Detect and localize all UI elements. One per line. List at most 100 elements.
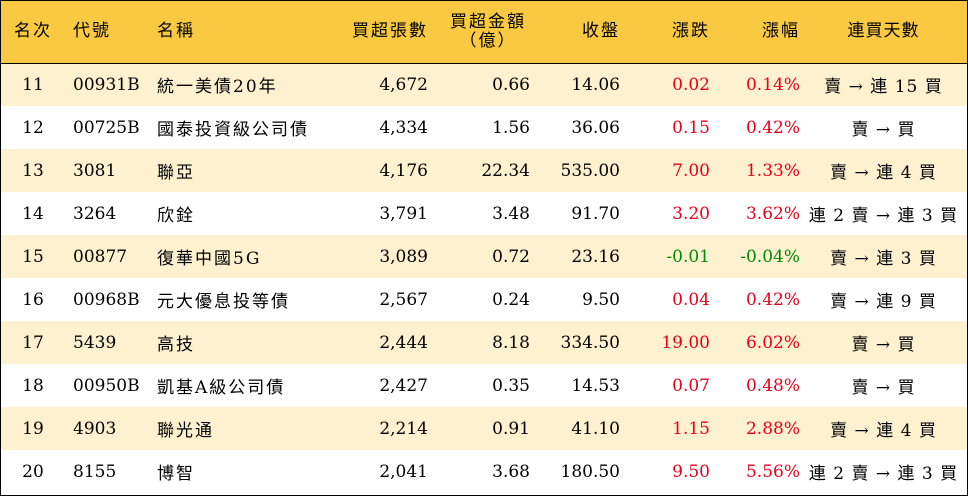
cell-pct-change: -0.04% bbox=[740, 246, 800, 267]
cell-close: 9.50 bbox=[582, 289, 620, 310]
cell-net-buy-lots: 2,444 bbox=[379, 332, 428, 353]
table-row: 19 4903 聯光通 2,214 0.91 41.10 1.15 2.88% 賣 → 連 4 … bbox=[1, 407, 967, 450]
header-net-buy-amount: 買超金額 （億） bbox=[428, 1, 530, 64]
cell-change: 0.02 bbox=[672, 74, 710, 95]
cell-code: 00950B bbox=[73, 375, 140, 396]
cell-name: 元大優息投等債 bbox=[157, 292, 290, 312]
cell-close: 91.70 bbox=[571, 203, 620, 224]
cell-rank: 20 bbox=[22, 461, 44, 482]
cell-consecutive-days: 賣 → 連 3 買 bbox=[830, 249, 937, 269]
cell-change: 0.04 bbox=[672, 289, 710, 310]
cell-net-buy-lots: 2,567 bbox=[379, 289, 428, 310]
cell-name: 高技 bbox=[157, 335, 195, 355]
table-header-row: 名次 代號 名稱 買超張數 買超金額 （億） 收盤 漲跌 漲幅 連買天數 bbox=[1, 1, 967, 64]
cell-net-buy-lots: 2,041 bbox=[379, 461, 428, 482]
cell-change: 3.20 bbox=[672, 203, 710, 224]
cell-rank: 18 bbox=[22, 375, 44, 396]
cell-name: 欣銓 bbox=[157, 206, 195, 226]
cell-consecutive-days: 賣 → 買 bbox=[851, 120, 916, 140]
table-row: 14 3264 欣銓 3,791 3.48 91.70 3.20 3.62% 連 2 賣 → 連… bbox=[1, 192, 967, 235]
cell-consecutive-days: 連 2 賣 → 連 3 買 bbox=[808, 206, 959, 226]
cell-change: 0.07 bbox=[672, 375, 710, 396]
header-name: 名稱 bbox=[153, 1, 332, 64]
cell-pct-change: 1.33% bbox=[745, 160, 800, 181]
cell-consecutive-days: 賣 → 買 bbox=[851, 378, 916, 398]
cell-net-buy-amount: 0.91 bbox=[492, 418, 530, 439]
cell-consecutive-days: 賣 → 連 9 買 bbox=[830, 292, 937, 312]
cell-net-buy-lots: 3,791 bbox=[379, 203, 428, 224]
cell-code: 00725B bbox=[73, 117, 140, 138]
cell-rank: 17 bbox=[22, 332, 44, 353]
cell-pct-change: 3.62% bbox=[745, 203, 800, 224]
cell-close: 535.00 bbox=[560, 160, 620, 181]
cell-close: 14.06 bbox=[571, 74, 620, 95]
cell-name: 凱基A級公司債 bbox=[157, 378, 286, 398]
cell-rank: 14 bbox=[22, 203, 44, 224]
table-row: 12 00725B 國泰投資級公司債 4,334 1.56 36.06 0.15 0.42% 賣… bbox=[1, 106, 967, 149]
cell-code: 00968B bbox=[73, 289, 140, 310]
cell-net-buy-amount: 0.66 bbox=[492, 74, 530, 95]
cell-code: 00877 bbox=[73, 246, 128, 267]
cell-pct-change: 0.42% bbox=[745, 117, 800, 138]
cell-net-buy-lots: 2,427 bbox=[379, 375, 428, 396]
cell-name: 博智 bbox=[157, 464, 195, 484]
cell-name: 聯亞 bbox=[157, 163, 195, 183]
cell-change: 7.00 bbox=[672, 160, 710, 181]
table-row: 16 00968B 元大優息投等債 2,567 0.24 9.50 0.04 0.42% 賣 →… bbox=[1, 278, 967, 321]
cell-net-buy-lots: 2,214 bbox=[379, 418, 428, 439]
cell-rank: 16 bbox=[22, 289, 44, 310]
cell-code: 3264 bbox=[73, 203, 117, 224]
cell-net-buy-amount: 22.34 bbox=[481, 160, 530, 181]
cell-rank: 15 bbox=[22, 246, 44, 267]
header-rank: 名次 bbox=[1, 1, 65, 64]
cell-close: 14.53 bbox=[571, 375, 620, 396]
table-row: 11 00931B 統一美債20年 4,672 0.66 14.06 0.02 0.14% 賣 … bbox=[1, 63, 967, 106]
header-code: 代號 bbox=[65, 1, 153, 64]
cell-pct-change: 0.14% bbox=[745, 74, 800, 95]
cell-rank: 13 bbox=[22, 160, 44, 181]
cell-net-buy-amount: 0.72 bbox=[492, 246, 530, 267]
cell-net-buy-amount: 0.35 bbox=[492, 375, 530, 396]
cell-pct-change: 2.88% bbox=[745, 418, 800, 439]
cell-net-buy-amount: 8.18 bbox=[492, 332, 530, 353]
header-pct-change: 漲幅 bbox=[710, 1, 800, 64]
cell-change: 9.50 bbox=[672, 461, 710, 482]
cell-name: 聯光通 bbox=[157, 421, 214, 441]
cell-net-buy-amount: 0.24 bbox=[492, 289, 530, 310]
cell-change: -0.01 bbox=[666, 246, 710, 267]
cell-pct-change: 6.02% bbox=[745, 332, 800, 353]
cell-rank: 12 bbox=[22, 117, 44, 138]
cell-net-buy-amount: 3.48 bbox=[492, 203, 530, 224]
cell-code: 00931B bbox=[73, 74, 140, 95]
cell-net-buy-lots: 4,176 bbox=[379, 160, 428, 181]
cell-code: 5439 bbox=[73, 332, 117, 353]
cell-net-buy-lots: 3,089 bbox=[379, 246, 428, 267]
cell-name: 國泰投資級公司債 bbox=[157, 120, 309, 140]
cell-pct-change: 0.48% bbox=[745, 375, 800, 396]
header-net-buy-amount-line1: 買超金額 bbox=[450, 11, 526, 32]
header-net-buy-amount-line2: （億） bbox=[459, 30, 517, 51]
cell-code: 4903 bbox=[73, 418, 117, 439]
cell-close: 334.50 bbox=[560, 332, 620, 353]
cell-net-buy-lots: 4,672 bbox=[379, 74, 428, 95]
cell-name: 統一美債20年 bbox=[157, 77, 278, 98]
cell-consecutive-days: 賣 → 連 4 買 bbox=[830, 421, 937, 441]
cell-close: 23.16 bbox=[571, 246, 620, 267]
cell-close: 180.50 bbox=[560, 461, 620, 482]
cell-rank: 19 bbox=[22, 418, 44, 439]
header-change: 漲跌 bbox=[620, 1, 710, 64]
table-row: 20 8155 博智 2,041 3.68 180.50 9.50 5.56% 連 2 賣 → … bbox=[1, 450, 967, 493]
table-row: 15 00877 復華中國5G 3,089 0.72 23.16 -0.01 -0.04% 賣 … bbox=[1, 235, 967, 278]
table-row: 13 3081 聯亞 4,176 22.34 535.00 7.00 1.33% 賣 → 連 4… bbox=[1, 149, 967, 192]
cell-name: 復華中國5G bbox=[157, 249, 262, 269]
cell-close: 41.10 bbox=[571, 418, 620, 439]
header-consecutive-days: 連買天數 bbox=[800, 1, 967, 64]
cell-consecutive-days: 賣 → 連 4 買 bbox=[830, 163, 937, 183]
cell-change: 19.00 bbox=[661, 332, 710, 353]
cell-net-buy-amount: 3.68 bbox=[492, 461, 530, 482]
header-close: 收盤 bbox=[530, 1, 620, 64]
cell-consecutive-days: 連 2 賣 → 連 3 買 bbox=[808, 464, 959, 484]
cell-consecutive-days: 賣 → 連 15 買 bbox=[824, 77, 943, 98]
cell-net-buy-lots: 4,334 bbox=[379, 117, 428, 138]
